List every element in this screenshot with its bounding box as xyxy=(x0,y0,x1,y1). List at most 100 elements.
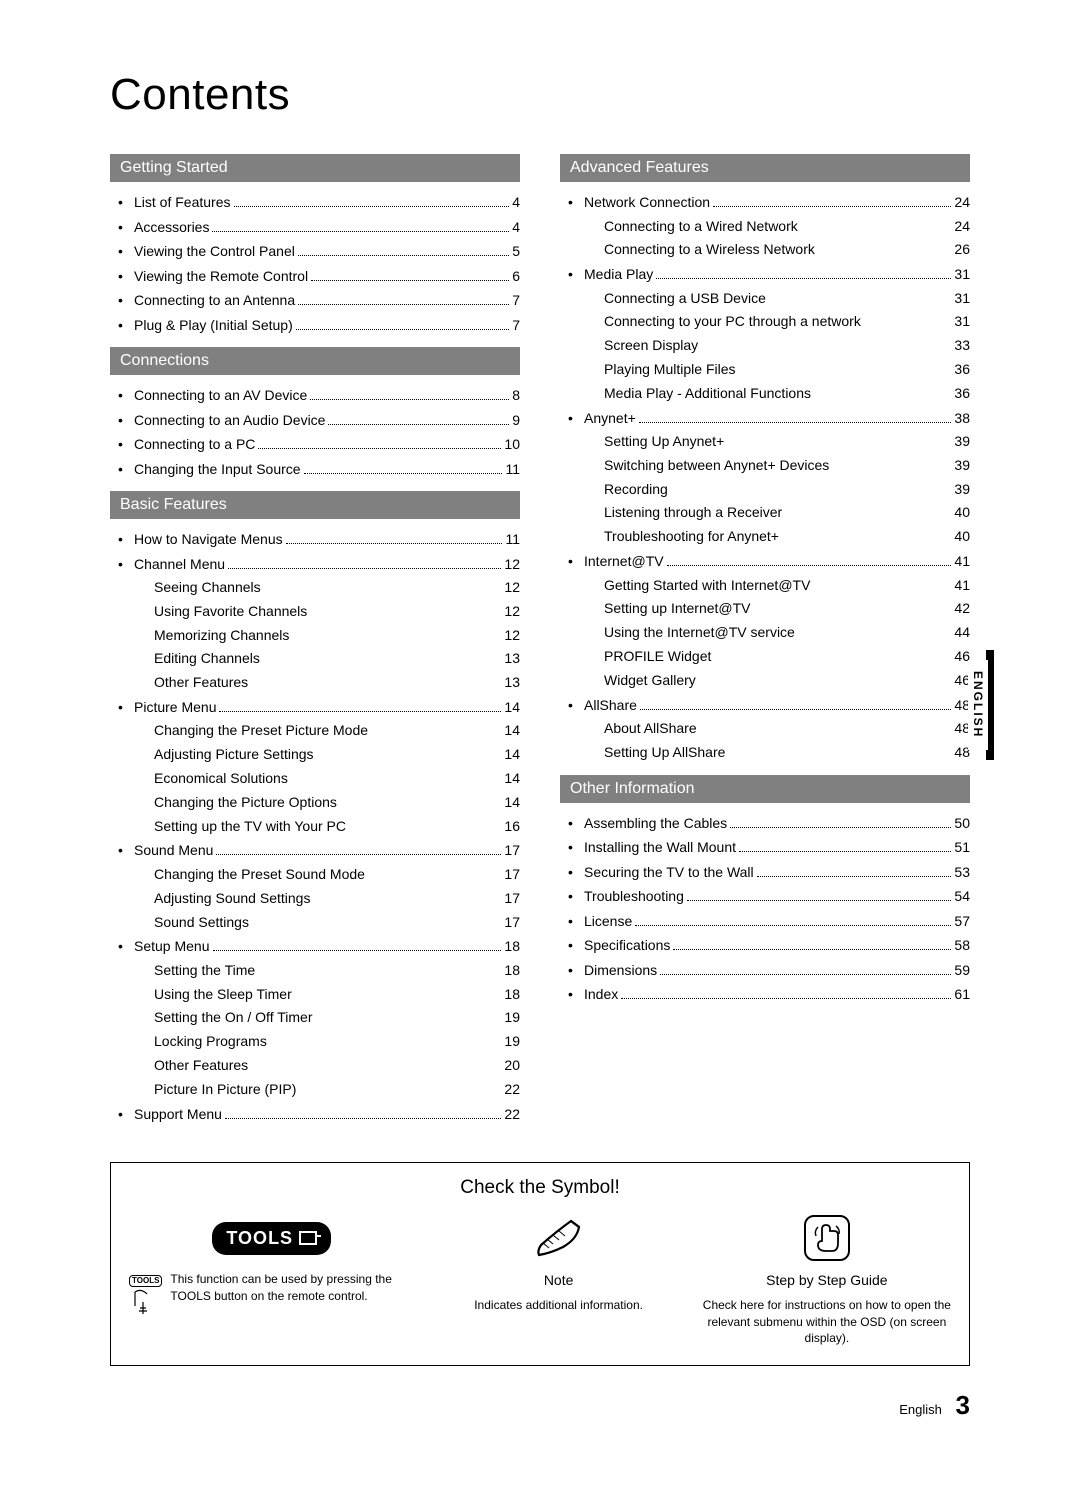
toc-sub-page: 33 xyxy=(936,334,970,358)
toc-leader xyxy=(286,543,503,544)
toc-item: Network Connection24 xyxy=(560,190,970,215)
toc-item-label: Installing the Wall Mount xyxy=(584,835,736,860)
toc-sub-label: PROFILE Widget xyxy=(604,645,936,669)
toc-item: Plug & Play (Initial Setup)7 xyxy=(110,313,520,338)
toc-sub-label: Changing the Picture Options xyxy=(154,791,486,815)
toc-item-label: Sound Menu xyxy=(134,838,213,863)
toc-item: Channel Menu12 xyxy=(110,552,520,577)
toc-sub-item: Connecting to a Wireless Network26 xyxy=(560,238,970,262)
toc-sub-label: Locking Programs xyxy=(154,1030,486,1054)
toc-sub-label: Playing Multiple Files xyxy=(604,358,936,382)
toc-item-label: Index xyxy=(584,982,618,1007)
section-header: Other Information xyxy=(560,775,970,803)
toc-sub-label: Connecting a USB Device xyxy=(604,287,936,311)
toc-item-label: List of Features xyxy=(134,190,231,215)
toc-item: Connecting to an Audio Device9 xyxy=(110,408,520,433)
toc-item-label: Connecting to a PC xyxy=(134,432,255,457)
remote-icon-label: TOOLS xyxy=(129,1275,162,1287)
toc-item-label: Troubleshooting xyxy=(584,884,684,909)
toc-sub-label: Editing Channels xyxy=(154,647,486,671)
toc-sub-label: Using Favorite Channels xyxy=(154,600,486,624)
toc-leader xyxy=(739,851,951,852)
toc-leader xyxy=(234,206,510,207)
toc-item-page: 57 xyxy=(954,909,970,934)
toc-sub-item: Locking Programs19 xyxy=(110,1030,520,1054)
tools-badge-text: TOOLS xyxy=(226,1226,293,1251)
toc-item-label: License xyxy=(584,909,632,934)
toc-leader xyxy=(311,280,509,281)
symbol-tools-desc: This function can be used by pressing th… xyxy=(170,1271,414,1305)
toc-item-label: Media Play xyxy=(584,262,653,287)
symbol-col-tools: TOOLS TOOLS This function can be used by… xyxy=(129,1213,414,1321)
toc-sub-page: 14 xyxy=(486,791,520,815)
toc-item: Specifications58 xyxy=(560,933,970,958)
toc-item: How to Navigate Menus11 xyxy=(110,527,520,552)
toc-sub-label: Media Play - Additional Functions xyxy=(604,382,936,406)
toc-leader xyxy=(713,206,951,207)
toc-sub-item: Connecting to a Wired Network24 xyxy=(560,215,970,239)
toc-sub-page: 46 xyxy=(936,645,970,669)
toc-item-label: Connecting to an Audio Device xyxy=(134,408,325,433)
toc-item-page: 6 xyxy=(512,264,520,289)
remote-icon: TOOLS xyxy=(129,1271,162,1321)
toc-sub-page: 17 xyxy=(486,863,520,887)
toc-sub-page: 19 xyxy=(486,1030,520,1054)
toc-sub-label: Using the Sleep Timer xyxy=(154,983,486,1007)
symbol-col-note: Note Indicates additional information. xyxy=(434,1213,682,1313)
toc-sub-label: Setting the On / Off Timer xyxy=(154,1006,486,1030)
toc-leader xyxy=(656,278,951,279)
toc-sub-page: 20 xyxy=(486,1054,520,1078)
toc-sub-item: Connecting a USB Device31 xyxy=(560,287,970,311)
toc-item: Connecting to an Antenna7 xyxy=(110,288,520,313)
toc-item: Anynet+38 xyxy=(560,406,970,431)
toc-leader xyxy=(298,255,509,256)
toc-item-page: 17 xyxy=(504,838,520,863)
toc-sub-item: Using the Sleep Timer18 xyxy=(110,983,520,1007)
toc-item-page: 61 xyxy=(954,982,970,1007)
toc-sub-page: 12 xyxy=(486,624,520,648)
toc-leader xyxy=(219,711,501,712)
toc-sub-page: 39 xyxy=(936,454,970,478)
toc-sub-page: 36 xyxy=(936,382,970,406)
toc-item-page: 24 xyxy=(954,190,970,215)
toc-sub-label: Setting up Internet@TV xyxy=(604,597,936,621)
toc-leader xyxy=(328,424,509,425)
toc-item-page: 41 xyxy=(954,549,970,574)
toc-sub-item: Setting Up Anynet+39 xyxy=(560,430,970,454)
toc-item-label: Connecting to an AV Device xyxy=(134,383,307,408)
toc-sub-item: Editing Channels13 xyxy=(110,647,520,671)
toc-sub-page: 14 xyxy=(486,767,520,791)
toc-columns: Getting StartedList of Features4Accessor… xyxy=(110,144,970,1126)
side-tab-label: ENGLISH xyxy=(971,671,985,738)
toc-item-page: 54 xyxy=(954,884,970,909)
toc-sub-page: 13 xyxy=(486,671,520,695)
toc-sub-item: Media Play - Additional Functions36 xyxy=(560,382,970,406)
toc-item-label: Setup Menu xyxy=(134,934,210,959)
toc-sub-page: 36 xyxy=(936,358,970,382)
toc-sub-page: 40 xyxy=(936,525,970,549)
toc-sub-label: Setting Up Anynet+ xyxy=(604,430,936,454)
toc-sub-label: Listening through a Receiver xyxy=(604,501,936,525)
toc-item: Internet@TV41 xyxy=(560,549,970,574)
toc-item-page: 14 xyxy=(504,695,520,720)
toc-item-page: 50 xyxy=(954,811,970,836)
toc-leader xyxy=(757,876,952,877)
toc-sub-item: Setting the On / Off Timer19 xyxy=(110,1006,520,1030)
toc-col-left: Getting StartedList of Features4Accessor… xyxy=(110,144,520,1126)
toc-sub-item: Economical Solutions14 xyxy=(110,767,520,791)
toc-leader xyxy=(310,399,509,400)
toc-sub-label: Picture In Picture (PIP) xyxy=(154,1078,486,1102)
toc-sub-label: Seeing Channels xyxy=(154,576,486,600)
toc-sub-item: Other Features13 xyxy=(110,671,520,695)
toc-item-page: 53 xyxy=(954,860,970,885)
toc-sub-item: Setting the Time18 xyxy=(110,959,520,983)
toc-sub-label: Connecting to a Wireless Network xyxy=(604,238,936,262)
toc-item-label: Connecting to an Antenna xyxy=(134,288,295,313)
toc-list: Assembling the Cables50Installing the Wa… xyxy=(560,811,970,1007)
toc-item: AllShare48 xyxy=(560,693,970,718)
toc-sub-label: Setting up the TV with Your PC xyxy=(154,815,486,839)
toc-leader xyxy=(673,949,951,950)
toc-item: Media Play31 xyxy=(560,262,970,287)
toc-item-label: Plug & Play (Initial Setup) xyxy=(134,313,293,338)
finger-icon xyxy=(703,1213,951,1263)
